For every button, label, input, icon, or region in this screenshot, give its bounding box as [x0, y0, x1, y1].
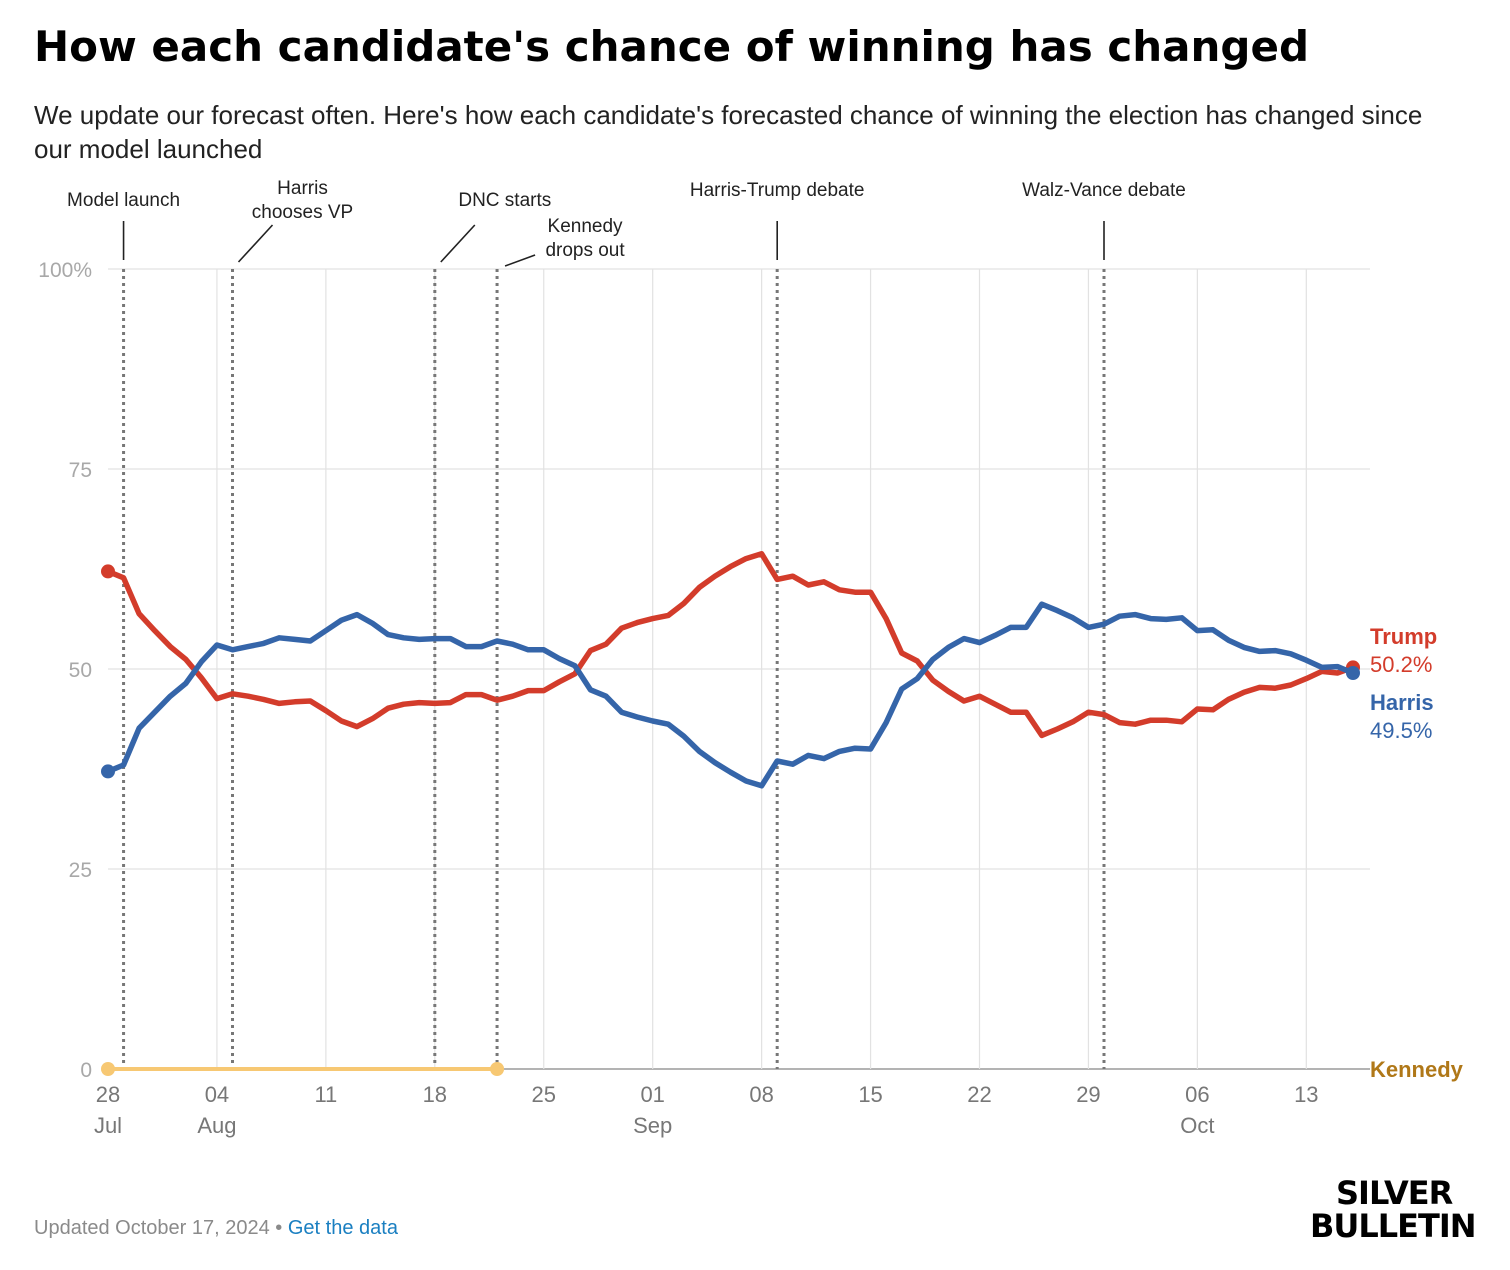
y-tick-label: 50: [69, 659, 92, 682]
x-tick-label: 13: [1294, 1082, 1318, 1107]
harris-line: [105, 601, 1356, 789]
event-label: Model launch: [67, 190, 180, 211]
logo-line-1: SILVER: [1336, 1174, 1453, 1212]
event-label: Harris-Trump debate: [690, 180, 865, 201]
event-leader: [504, 254, 536, 267]
harris-start-point: [101, 764, 115, 779]
kennedy-end-point: [490, 1062, 505, 1076]
kennedy-legend-name: Kennedy: [1370, 1057, 1464, 1082]
event-label: Harris: [277, 178, 328, 199]
x-tick-label: 15: [858, 1082, 882, 1107]
logo-line-2: BULLETIN: [1310, 1207, 1477, 1245]
trump-start-point: [101, 564, 115, 579]
chart-subtitle: We update our forecast often. Here's how…: [34, 100, 1423, 164]
get-data-link[interactable]: Get the data: [287, 1217, 398, 1239]
trump-legend-name: Trump: [1370, 624, 1437, 649]
x-tick-label: 01: [640, 1082, 664, 1107]
trump-end-value: 50.2%: [1370, 652, 1432, 677]
y-tick-label: 75: [69, 459, 92, 482]
event-label: DNC starts: [458, 190, 551, 211]
grid-layer: [108, 268, 1370, 1070]
x-tick-sublabel: Jul: [94, 1113, 122, 1138]
x-tick-label: 11: [314, 1082, 337, 1107]
event-leader: [237, 224, 274, 263]
y-tick-label: 100%: [38, 259, 92, 282]
event-layer: Model launch Harris chooses VP DNC starts Ke…: [67, 178, 1186, 1069]
silver-bulletin-logo: SILVER BULLETIN: [1310, 1177, 1492, 1243]
harris-legend-name: Harris: [1370, 690, 1434, 715]
updated-text: Updated October 17, 2024: [34, 1217, 270, 1239]
axis-layer: 0 25 50 75 100% 28 Jul 04 Aug 11 18 25 01 Sep 08 15 22 29…: [38, 259, 1463, 1138]
chart-title: How each candidate's chance of winning h…: [34, 22, 1310, 71]
event-label: Walz-Vance debate: [1022, 180, 1186, 201]
y-tick-label: 25: [69, 859, 92, 882]
x-tick-sublabel: Sep: [633, 1113, 672, 1138]
x-tick-label: 25: [532, 1082, 556, 1107]
x-tick-label: 08: [749, 1082, 773, 1107]
kennedy-start-point: [101, 1062, 115, 1076]
x-tick-sublabel: Aug: [197, 1113, 236, 1138]
x-tick-label: 18: [423, 1082, 447, 1107]
harris-end-value: 49.5%: [1370, 718, 1432, 743]
harris-end-point: [1346, 666, 1360, 680]
x-tick-label: 04: [205, 1082, 229, 1107]
series-layer: [101, 551, 1360, 1076]
footer-separator: •: [269, 1217, 288, 1239]
event-leader: [440, 224, 476, 263]
x-tick-label: 22: [967, 1082, 991, 1107]
y-tick-label: 0: [80, 1059, 92, 1082]
event-label: drops out: [545, 240, 625, 261]
footer: Updated October 17, 2024 • Get the data: [34, 1217, 398, 1240]
trump-line: [105, 551, 1356, 739]
x-tick-label: 29: [1076, 1082, 1100, 1107]
event-label: Kennedy: [548, 216, 624, 237]
x-tick-label: 06: [1185, 1082, 1209, 1107]
x-tick-sublabel: Oct: [1180, 1113, 1214, 1138]
x-tick-label: 28: [96, 1082, 120, 1107]
event-label: chooses VP: [252, 202, 353, 223]
